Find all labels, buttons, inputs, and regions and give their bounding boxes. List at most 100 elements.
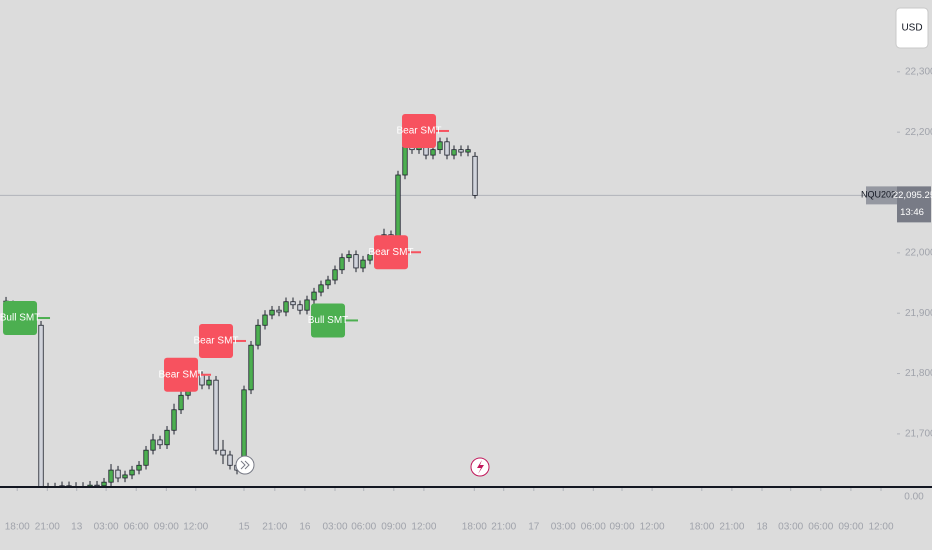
candle-body — [178, 394, 184, 411]
x-tick-label: 18:00 — [5, 522, 30, 533]
candle-body — [220, 449, 226, 456]
x-tick-label: 06:00 — [581, 522, 606, 533]
candle-body — [437, 141, 443, 151]
candle-body — [164, 429, 170, 446]
x-tick-label: 21:00 — [719, 522, 744, 533]
x-tick-label: 21:00 — [262, 522, 287, 533]
x-tick-label: 06:00 — [124, 522, 149, 533]
replay-icon[interactable] — [235, 455, 255, 475]
symbol: NQU2025 — [861, 190, 901, 200]
candle-body — [38, 324, 44, 487]
x-tick-label: 21:00 — [35, 522, 60, 533]
candle-body — [269, 309, 275, 316]
signal-label: Bull SMT — [308, 315, 349, 326]
y-tick-label: 21,700.00 — [905, 429, 932, 440]
y-tick-label: 22,000.00 — [905, 247, 932, 258]
candle-body — [122, 474, 128, 479]
candle-body — [430, 149, 436, 156]
x-tick-label: 12:00 — [183, 522, 208, 533]
currency: USD — [901, 23, 922, 34]
event-icon[interactable] — [470, 457, 490, 477]
candle-body — [171, 409, 177, 431]
x-tick-label: 12:00 — [868, 522, 893, 533]
candle-body — [276, 309, 282, 313]
x-tick-label: 18:00 — [462, 522, 487, 533]
y-tick-label: 21,800.00 — [905, 368, 932, 379]
x-tick-label: 18 — [756, 522, 768, 533]
candle-body — [451, 149, 457, 156]
x-tick-label: 03:00 — [778, 522, 803, 533]
x-tick-label: 06:00 — [351, 522, 376, 533]
candle-body — [332, 269, 338, 281]
x-tick-label: 03:00 — [551, 522, 576, 533]
candle-body — [108, 469, 114, 483]
candle-body — [283, 301, 289, 313]
candle-body — [136, 464, 142, 471]
candle-body — [472, 155, 478, 196]
signal-box — [311, 303, 346, 338]
x-tick-label: 06:00 — [808, 522, 833, 533]
candle-body — [311, 291, 317, 301]
candle-body — [206, 379, 212, 386]
candle-body — [290, 301, 296, 306]
signal-box — [402, 113, 437, 148]
candle-body — [115, 469, 121, 479]
candle-body — [150, 439, 156, 451]
candle-body — [444, 141, 450, 156]
x-tick-label: 15 — [238, 522, 250, 533]
candle-body — [339, 257, 345, 271]
signal-box — [3, 301, 38, 336]
signal-box — [199, 323, 234, 358]
candle-body — [395, 174, 401, 241]
y-tick-label: 22,200.00 — [905, 127, 932, 138]
signal-label: Bear SMT — [159, 369, 204, 380]
signal-label: Bull SMT — [0, 313, 40, 324]
candle-body — [248, 344, 254, 391]
x-tick-label: 17 — [528, 522, 540, 533]
candle-body — [304, 299, 310, 311]
candle-body — [129, 469, 135, 476]
x-tick-label: 09:00 — [609, 522, 634, 533]
last-price-tag — [897, 186, 931, 223]
y-tick-label: 21,900.00 — [905, 308, 932, 319]
candle-body — [213, 379, 219, 451]
x-tick-label: 16 — [299, 522, 311, 533]
candle-body — [360, 259, 366, 269]
candle-body — [465, 149, 471, 153]
candle-body — [346, 254, 352, 259]
candle-body — [157, 439, 163, 446]
signal-label: Bear SMT — [194, 336, 239, 347]
pane-label: 0.00 — [904, 492, 924, 503]
x-tick-label: 12:00 — [640, 522, 665, 533]
currency-button[interactable] — [895, 7, 929, 49]
candle-body — [367, 254, 373, 261]
symbol-tag — [866, 186, 897, 205]
candle-body — [143, 449, 149, 466]
candle-body — [353, 254, 359, 269]
signal-label: Bear SMT — [369, 247, 414, 258]
candle-body — [101, 481, 107, 487]
x-tick-label: 09:00 — [154, 522, 179, 533]
x-tick-label: 12:00 — [411, 522, 436, 533]
x-tick-label: 21:00 — [491, 522, 516, 533]
candle-body — [458, 149, 464, 153]
x-tick-label: 18:00 — [689, 522, 714, 533]
candle-body — [325, 279, 331, 286]
candle-body — [402, 144, 408, 176]
countdown: 13:46 — [900, 207, 924, 218]
x-tick-label: 09:00 — [838, 522, 863, 533]
last-price-label: 22,095.25 — [893, 190, 932, 201]
signal-box — [164, 357, 199, 392]
signal-box — [374, 235, 409, 270]
x-tick-label: 03:00 — [322, 522, 347, 533]
signal-label: Bear SMT — [397, 126, 442, 137]
candle-body — [318, 284, 324, 293]
candle-body — [255, 324, 261, 346]
x-tick-label: 09:00 — [381, 522, 406, 533]
candle-body — [297, 304, 303, 311]
candle-body — [227, 454, 233, 466]
x-tick-label: 03:00 — [94, 522, 119, 533]
x-tick-label: 13 — [71, 522, 83, 533]
